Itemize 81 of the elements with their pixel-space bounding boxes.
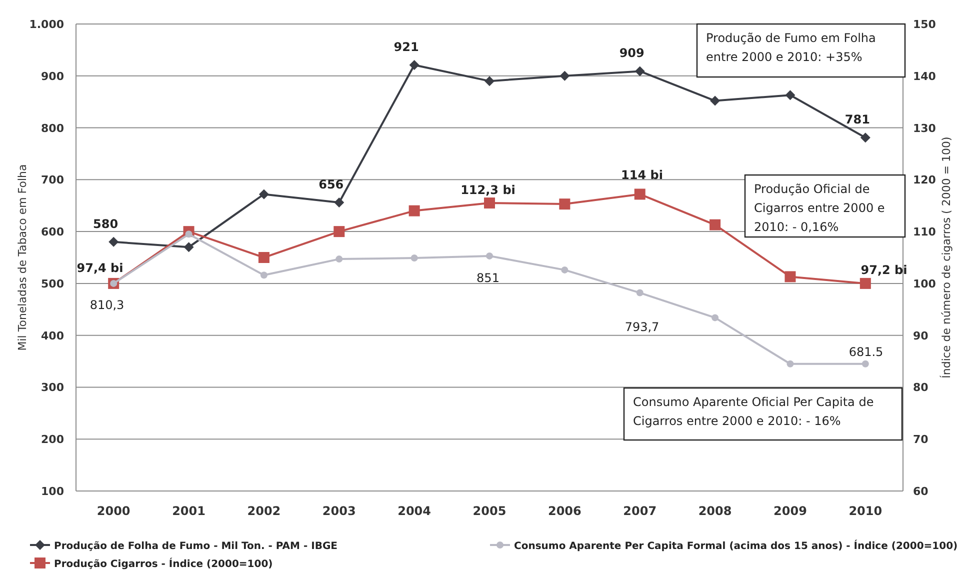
y2-tick-label: 60 <box>913 485 929 498</box>
x-tick-label: 2000 <box>96 504 130 518</box>
y-tick-label: 300 <box>41 381 64 394</box>
legend-label: Produção Cigarros - Índice (2000=100) <box>54 557 273 570</box>
y-tick-label: 700 <box>41 174 64 187</box>
y-tick-label: 200 <box>41 433 64 446</box>
point <box>786 360 794 368</box>
point <box>785 90 796 100</box>
point <box>860 278 871 289</box>
annotation: Consumo Aparente Oficial Per Capita de Cigarros entre 2000 e 2010: - 16% <box>633 395 874 428</box>
legend-label: Consumo Aparente Per Capita Formal (acima dos 15 anos) - Índice (2000=100) <box>514 539 958 552</box>
x-tick-label: 2007 <box>623 504 657 518</box>
y-tick-label: 600 <box>41 226 64 239</box>
point <box>258 189 269 200</box>
point <box>710 219 721 230</box>
y-axis-title: Mil Toneladas de Tabaco em Folha <box>16 164 29 351</box>
point <box>636 289 644 296</box>
data-label: 656 <box>318 178 344 192</box>
point <box>559 198 570 210</box>
point <box>258 252 270 263</box>
x-tick-label: 2008 <box>698 504 732 518</box>
data-label: 580 <box>93 216 118 231</box>
y2-tick-label: 110 <box>913 226 936 239</box>
y2-tick-label: 140 <box>913 70 936 83</box>
x-tick-label: 2010 <box>848 504 882 518</box>
x-tick-label: 2009 <box>774 504 807 518</box>
point <box>108 236 119 247</box>
annotation: Produção Oficial de Cigarros entre 2000 e 2010: - 0,16% <box>754 182 885 234</box>
y-tick-label: 900 <box>41 70 64 83</box>
y2-axis-title: Índice de número de cigarros ( 2000 = 100) <box>939 136 953 378</box>
x-tick-label: 2006 <box>548 504 582 518</box>
point <box>862 360 869 368</box>
point <box>484 198 495 209</box>
point <box>560 70 570 81</box>
y2-tick-label: 100 <box>913 277 936 290</box>
point <box>784 271 796 282</box>
data-label: 909 <box>619 46 644 60</box>
x-tick-label: 2003 <box>322 504 356 518</box>
point <box>409 60 420 70</box>
data-label: 781 <box>844 112 870 127</box>
annotation: 114 bi <box>621 168 663 182</box>
point <box>334 226 345 238</box>
y2-tick-label: 80 <box>913 381 929 394</box>
point <box>634 66 645 76</box>
point <box>860 132 870 143</box>
annotation: 112,3 bi <box>460 183 516 197</box>
y-tick-label: 400 <box>41 329 64 342</box>
point <box>410 254 418 262</box>
legend-label: Produção de Folha de Fumo - Mil Ton. - PAM - IBGE <box>54 541 338 552</box>
point <box>484 76 494 86</box>
x-tick-label: 2005 <box>472 504 506 518</box>
annotation: 681.5 <box>848 345 884 359</box>
y2-tick-label: 90 <box>913 329 929 342</box>
x-tick-label: 2001 <box>172 504 206 518</box>
point <box>184 242 194 252</box>
y-tick-label: 500 <box>41 277 64 290</box>
y-tick-label: 100 <box>41 485 64 498</box>
point <box>486 252 493 260</box>
point <box>334 198 344 208</box>
annotation: Produção de Fumo em Folha entre 2000 e 2010: +35% <box>706 31 876 64</box>
x-tick-label: 2004 <box>398 504 432 518</box>
annotation: 810,3 <box>90 298 124 312</box>
x-tick-label: 2002 <box>247 504 281 518</box>
data-label: 921 <box>394 40 419 54</box>
point <box>712 314 719 322</box>
annotation: 793,7 <box>624 320 660 334</box>
y2-tick-label: 120 <box>913 174 936 187</box>
annotation: 97,2 bi <box>860 263 908 277</box>
y2-tick-label: 70 <box>913 433 929 446</box>
point <box>408 205 420 216</box>
annotation: 97,4 bi <box>76 261 124 275</box>
point <box>710 96 720 106</box>
annotation: 851 <box>476 271 500 285</box>
y2-tick-label: 130 <box>913 122 936 135</box>
point <box>561 266 568 274</box>
point <box>336 256 343 263</box>
y2-tick-label: 150 <box>913 18 936 31</box>
point <box>634 188 646 200</box>
point <box>260 272 268 279</box>
y-tick-label: 1.000 <box>29 18 64 31</box>
y-tick-label: 800 <box>41 122 64 135</box>
